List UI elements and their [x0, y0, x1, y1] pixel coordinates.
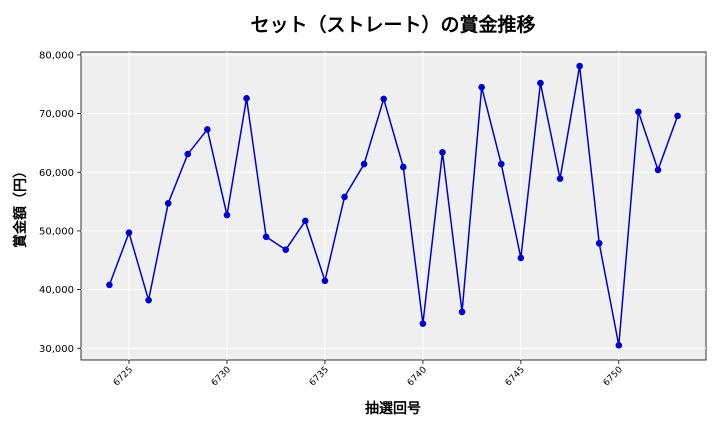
y-tick-label: 60,000: [39, 168, 74, 179]
data-point: [399, 163, 407, 171]
data-point: [439, 149, 446, 156]
y-tick-label: 70,000: [39, 109, 74, 120]
data-point: [576, 62, 583, 70]
data-point: [243, 95, 250, 102]
x-tick-label: 6740: [406, 365, 429, 388]
data-point: [145, 296, 152, 304]
x-tick-label: 6750: [602, 365, 625, 388]
data-point: [517, 254, 525, 262]
series-line: [108, 65, 679, 346]
x-tick-label: 6735: [308, 365, 331, 388]
data-point: [164, 200, 172, 207]
data-point: [595, 239, 603, 247]
x-axis: 6725 6730 6735 6740 6745 6750: [112, 360, 625, 388]
data-point: [341, 193, 348, 201]
data-point: [497, 160, 505, 168]
x-tick-label: 6730: [210, 365, 233, 388]
data-point: [125, 229, 133, 236]
y-tick-label: 30,000: [39, 344, 74, 355]
y-axis: 30,000 40,000 50,000 60,000 70,000 80,000: [39, 50, 81, 355]
y-tick-label: 80,000: [39, 50, 74, 61]
y-axis-label: 賞金額（円）: [12, 164, 29, 248]
data-point: [478, 83, 485, 91]
x-axis-label: 抽選回号: [365, 400, 421, 417]
plot-area: [80, 51, 707, 361]
data-point: [380, 95, 388, 103]
data-point: [262, 233, 270, 241]
data-point: [556, 175, 564, 183]
data-point: [106, 281, 113, 289]
data-point: [654, 166, 662, 174]
data-point: [635, 108, 642, 116]
data-point: [282, 246, 290, 254]
data-point: [184, 150, 192, 158]
series-group: [106, 62, 681, 349]
data-point: [674, 112, 681, 120]
x-tick-label: 6745: [504, 365, 527, 388]
data-point: [419, 320, 427, 327]
data-point: [537, 79, 544, 87]
y-tick-label: 40,000: [39, 285, 74, 296]
y-tick-label: 50,000: [39, 226, 74, 237]
data-point: [458, 308, 466, 316]
chart-title: セット（ストレート）の賞金推移: [250, 13, 535, 36]
data-point: [321, 277, 329, 285]
grid-lines: [81, 52, 706, 360]
data-point: [302, 217, 309, 225]
data-point: [615, 342, 623, 349]
x-tick-label: 6725: [112, 365, 135, 388]
data-point: [223, 211, 231, 219]
data-point: [360, 160, 368, 168]
data-point: [204, 126, 211, 133]
